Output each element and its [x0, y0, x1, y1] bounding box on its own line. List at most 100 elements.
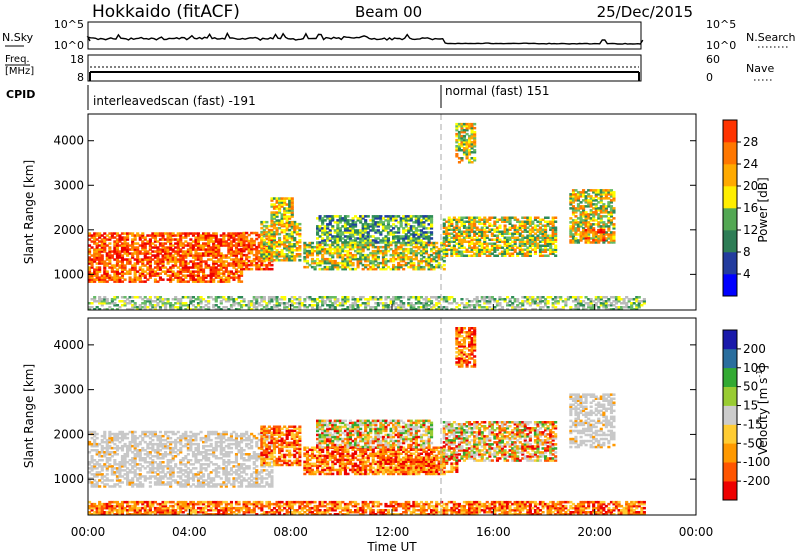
colorbar-step-5 — [723, 386, 737, 406]
nsky-tick-bottom: 10^0 — [54, 39, 84, 52]
colorbar-tick-6: 28 — [743, 135, 758, 149]
velocity-colorbar-title-close: ] — [756, 365, 770, 370]
colorbar-tick-0: -200 — [743, 474, 770, 488]
data-region-2 — [260, 220, 302, 262]
x-tick-label-2: 08:00 — [273, 525, 308, 539]
colorbar-tick-5: 50 — [743, 380, 758, 394]
x-tick-label-3: 12:00 — [375, 525, 410, 539]
data-region-4 — [303, 241, 446, 271]
nsky-tick-top: 10^5 — [54, 18, 84, 31]
colorbar-step-7 — [723, 120, 737, 143]
velocity-ylabel: Slant Range [km] — [22, 364, 36, 468]
y-tick-label-0: 1000 — [53, 267, 84, 281]
velocity-y-ticks: 1000 2000 3000 4000 — [53, 338, 696, 486]
colorbar-step-7 — [723, 348, 737, 369]
colorbar-tick-1: -100 — [743, 455, 770, 469]
colorbar-step-0 — [723, 481, 737, 501]
data-region-1 — [260, 425, 302, 467]
colorbar-tick-0: 4 — [743, 267, 751, 281]
colorbar-tick-1: 8 — [743, 245, 751, 259]
power-colorbar: 4 8 12 16 20 24 28 — [722, 119, 758, 297]
y-tick-label-2: 3000 — [53, 178, 84, 192]
freq-label: Freq. — [5, 54, 30, 65]
colorbar-step-5 — [723, 164, 737, 187]
y-tick-label-1: 2000 — [53, 223, 84, 237]
x-tick-label-0: 00:00 — [71, 525, 106, 539]
date-label: 25/Dec/2015 — [597, 3, 693, 21]
nsearch-tick-bottom: 10^0 — [706, 39, 736, 52]
colorbar-step-3 — [723, 424, 737, 444]
velocity-data-marks — [88, 327, 646, 516]
nsky-label: N.Sky — [2, 31, 34, 44]
data-region-6 — [569, 393, 616, 449]
x-tick-label-1: 04:00 — [172, 525, 207, 539]
data-region-0 — [88, 430, 274, 488]
velocity-colorbar-unit-exp: -1 — [755, 370, 764, 378]
colorbar-step-1 — [723, 462, 737, 482]
data-region-10 — [88, 296, 646, 311]
colorbar-tick-4: 15 — [743, 399, 758, 413]
data-region-7 — [455, 327, 477, 368]
colorbar-step-6 — [723, 142, 737, 165]
x-tick-label-4: 16:00 — [476, 525, 511, 539]
cpid-segment-2: normal (fast) 151 — [445, 84, 549, 98]
velocity-colorbar-title-text: Velocity [m s — [756, 378, 770, 455]
colorbar-tick-7: 200 — [743, 342, 766, 356]
colorbar-step-8 — [723, 330, 737, 350]
colorbar-step-4 — [723, 186, 737, 209]
colorbar-tick-3: 16 — [743, 201, 758, 215]
nave-tick-bottom: 0 — [706, 71, 713, 84]
data-region-3 — [316, 419, 434, 449]
station-title: Hokkaido (fitACF) — [92, 2, 240, 22]
colorbar-step-3 — [723, 208, 737, 231]
data-region-8 — [579, 228, 606, 242]
power-colorbar-title: Power [dB] — [756, 177, 770, 242]
power-y-ticks: 1000 2000 3000 4000 — [53, 134, 696, 281]
colorbar-step-1 — [723, 252, 737, 275]
cpid-panel: CPID interleavedscan (fast) -191 normal … — [6, 84, 549, 110]
nave-tick-top: 60 — [706, 53, 720, 66]
colorbar-step-4 — [723, 405, 737, 425]
nave-label: Nave — [746, 62, 774, 75]
x-tick-label-5: 20:00 — [577, 525, 612, 539]
colorbar-tick-2: -50 — [743, 436, 763, 450]
colorbar-tick-4: 20 — [743, 179, 758, 193]
colorbar-step-2 — [723, 443, 737, 463]
nsky-series-line — [86, 31, 644, 45]
data-region-3 — [270, 197, 294, 226]
x-axis-label: Time UT — [366, 540, 417, 554]
freq-panel: Freq. [MHz] 18 8 60 0 Nave — [5, 53, 774, 84]
colorbar-tick-2: 12 — [743, 223, 758, 237]
y-tick-label-3: 4000 — [53, 134, 84, 148]
data-region-8 — [88, 500, 646, 516]
power-data-marks — [88, 122, 646, 311]
cpid-label: CPID — [6, 88, 35, 101]
freq-tick-bottom: 8 — [77, 71, 84, 84]
x-axis-ticks: 00:00 04:00 08:00 12:00 16:00 20:00 00:00 — [71, 304, 714, 539]
velocity-panel: 1000 2000 3000 4000 Slant Range [km] — [22, 317, 697, 516]
nsearch-label: N.Search — [746, 31, 796, 44]
y-tick-label-2: 3000 — [53, 383, 84, 397]
data-region-9 — [455, 122, 477, 164]
data-region-6 — [442, 216, 558, 257]
colorbar-step-6 — [723, 367, 737, 387]
velocity-colorbar: -200 -100 -50 -15 15 50 100 200 — [722, 329, 770, 501]
colorbar-step-2 — [723, 230, 737, 253]
y-tick-label-0: 1000 — [53, 472, 84, 486]
data-region-5 — [316, 215, 434, 244]
nsky-panel: N.Sky 10^5 10^0 10^5 10^0 N.Search — [2, 18, 796, 52]
freq-unit: [MHz] — [5, 66, 34, 77]
velocity-colorbar-title: Velocity [m s-1] — [755, 365, 770, 455]
colorbar-tick-5: 24 — [743, 157, 758, 171]
x-tick-label-6: 00:00 — [679, 525, 714, 539]
y-tick-label-3: 4000 — [53, 338, 84, 352]
data-region-4 — [379, 456, 459, 474]
data-region-5 — [442, 421, 558, 462]
power-ylabel: Slant Range [km] — [22, 160, 36, 264]
power-panel: 1000 2000 3000 4000 Slant Range [km] — [22, 113, 697, 311]
data-region-0 — [88, 232, 244, 283]
beam-label: Beam 00 — [355, 3, 422, 21]
freq-tick-top: 18 — [70, 53, 84, 66]
colorbar-tick-3: -15 — [743, 417, 763, 431]
